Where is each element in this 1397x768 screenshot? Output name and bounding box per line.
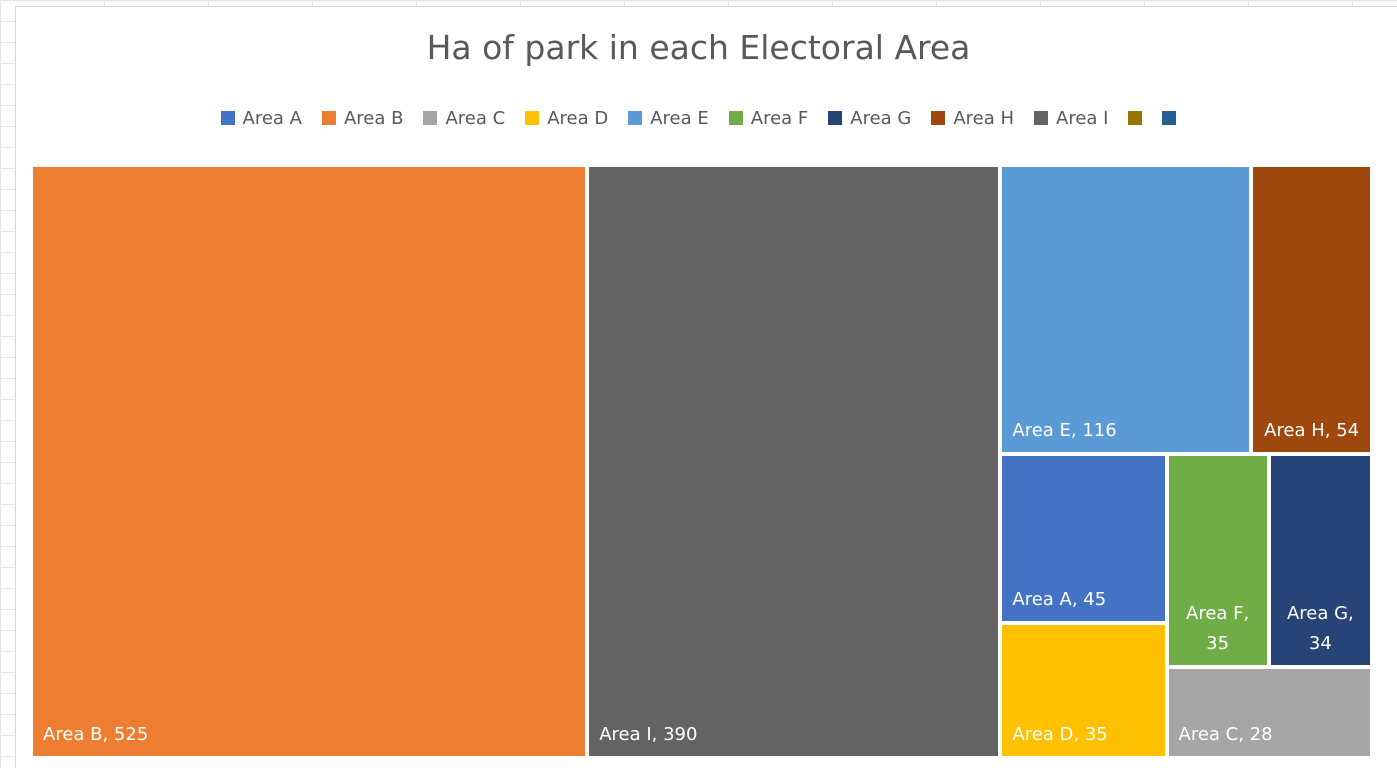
legend-label: Area H <box>953 107 1015 129</box>
tile-data-label: Area F, 35 <box>1186 603 1250 655</box>
treemap-tile-area-f[interactable]: Area F, 35 <box>1168 455 1267 666</box>
tile-data-label: Area C, 28 <box>1178 723 1273 745</box>
treemap-tile-area-b[interactable]: Area B, 525 <box>33 167 586 756</box>
treemap-tile-area-a[interactable]: Area A, 45 <box>1002 455 1165 621</box>
legend-label: Area G <box>850 107 912 129</box>
legend-item-area-a[interactable]: Area A <box>220 107 302 129</box>
treemap-tile-area-d[interactable]: Area D, 35 <box>1002 624 1165 756</box>
legend-swatch <box>628 111 643 125</box>
legend-swatch <box>931 111 946 125</box>
chart-title[interactable]: Ha of park in each Electoral Area <box>426 28 971 67</box>
treemap-tile-area-i[interactable]: Area I, 390 <box>589 167 999 756</box>
tile-data-label: Area E, 116 <box>1012 419 1117 441</box>
tile-data-label: Area G, 34 <box>1286 603 1354 655</box>
legend-label: Area B <box>343 107 404 129</box>
treemap-tile-area-c[interactable]: Area C, 28 <box>1168 669 1370 756</box>
legend-item-unnamed-9[interactable] <box>1128 111 1143 125</box>
legend-item-area-c[interactable]: Area C <box>423 108 505 129</box>
legend-label: Area C <box>445 107 506 129</box>
legend-swatch <box>220 111 235 125</box>
tile-data-label: Area A, 45 <box>1012 588 1107 610</box>
legend-swatch <box>728 111 743 125</box>
treemap-tile-area-h[interactable]: Area H, 54 <box>1253 167 1370 452</box>
legend-swatch <box>525 111 540 125</box>
legend-swatch <box>1034 111 1049 125</box>
legend-swatch <box>1162 111 1177 125</box>
tile-data-label: Area H, 54 <box>1264 419 1360 441</box>
legend-item-unnamed-10[interactable] <box>1162 111 1177 125</box>
legend-swatch <box>1128 111 1143 125</box>
legend-swatch <box>321 111 336 125</box>
legend-label: Area F <box>750 107 809 129</box>
legend-label: Area D <box>547 107 609 129</box>
legend-label: Area A <box>242 107 302 129</box>
tile-data-label: Area I, 390 <box>599 724 698 745</box>
legend-item-area-b[interactable]: Area B <box>321 107 404 129</box>
legend-swatch <box>828 111 843 125</box>
tile-data-label: Area B, 525 <box>43 724 149 745</box>
treemap-tile-area-g[interactable]: Area G, 34 <box>1270 455 1370 666</box>
legend-item-area-d[interactable]: Area D <box>525 108 608 129</box>
tile-data-label: Area D, 35 <box>1012 723 1108 745</box>
legend-item-area-h[interactable]: Area H <box>931 108 1014 129</box>
legend-label: Area E <box>650 107 709 129</box>
legend-label: Area I <box>1056 107 1109 129</box>
legend-item-area-e[interactable]: Area E <box>628 108 709 129</box>
legend-item-area-i[interactable]: Area I <box>1034 108 1108 129</box>
chart-legend[interactable]: Area A Area B Area C Area D Area E Area F Area… <box>0 106 1397 130</box>
legend-item-area-g[interactable]: Area G <box>828 108 911 129</box>
legend-swatch <box>423 111 438 125</box>
legend-item-area-f[interactable]: Area F <box>728 107 809 129</box>
treemap-tile-area-e[interactable]: Area E, 116 <box>1002 167 1250 452</box>
